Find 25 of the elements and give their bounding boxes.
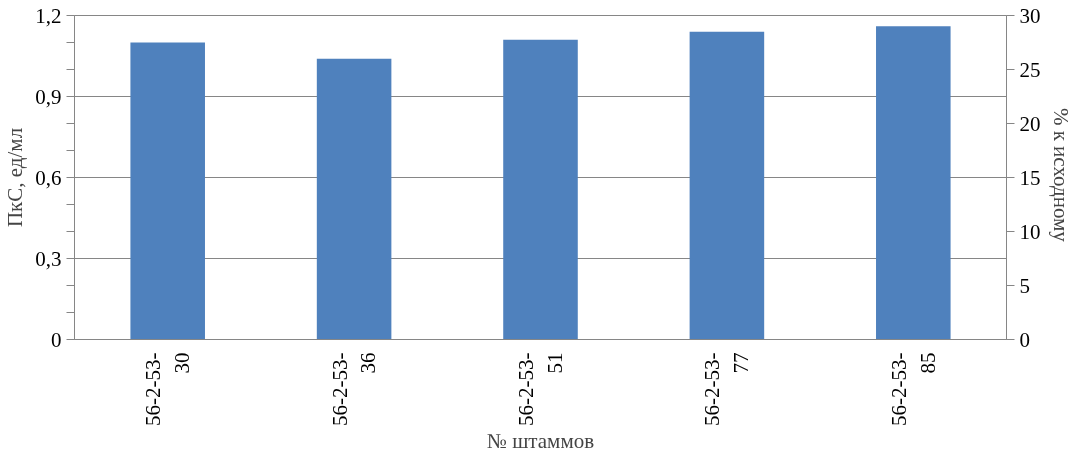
x-axis-title: № штаммов: [486, 428, 595, 453]
x-tick-label: 56-2-53- 36: [327, 352, 381, 426]
y-tick-label: 0,6: [35, 165, 62, 190]
bar: [316, 58, 392, 340]
x-tick-label: 56-2-53- 30: [141, 352, 195, 426]
y-axis-title: ПкС, ед/мл: [3, 127, 28, 228]
y-tick-label: 1,2: [35, 3, 62, 28]
y-tick-label: 0,9: [35, 84, 62, 109]
y2-axis-title: % к исходному: [1048, 107, 1073, 243]
y2-tick-label: 20: [1019, 111, 1041, 136]
y-tick-label: 0,3: [35, 246, 62, 271]
bar: [876, 26, 951, 340]
x-tick-label: 56-2-53- 85: [886, 352, 940, 426]
bar: [130, 42, 205, 340]
y-tick-label: 0: [51, 327, 62, 352]
bar: [689, 31, 765, 340]
bar: [503, 39, 578, 340]
y2-tick-label: 25: [1019, 57, 1041, 82]
y2-tick-label: 5: [1019, 273, 1030, 298]
x-tick-label: 56-2-53- 77: [700, 352, 754, 426]
y2-tick-label: 0: [1019, 327, 1030, 352]
y2-tick-label: 30: [1019, 3, 1041, 28]
y2-tick-label: 10: [1019, 219, 1041, 244]
x-tick-label: 56-2-53- 51: [514, 352, 567, 426]
y2-tick-label: 15: [1019, 165, 1041, 190]
